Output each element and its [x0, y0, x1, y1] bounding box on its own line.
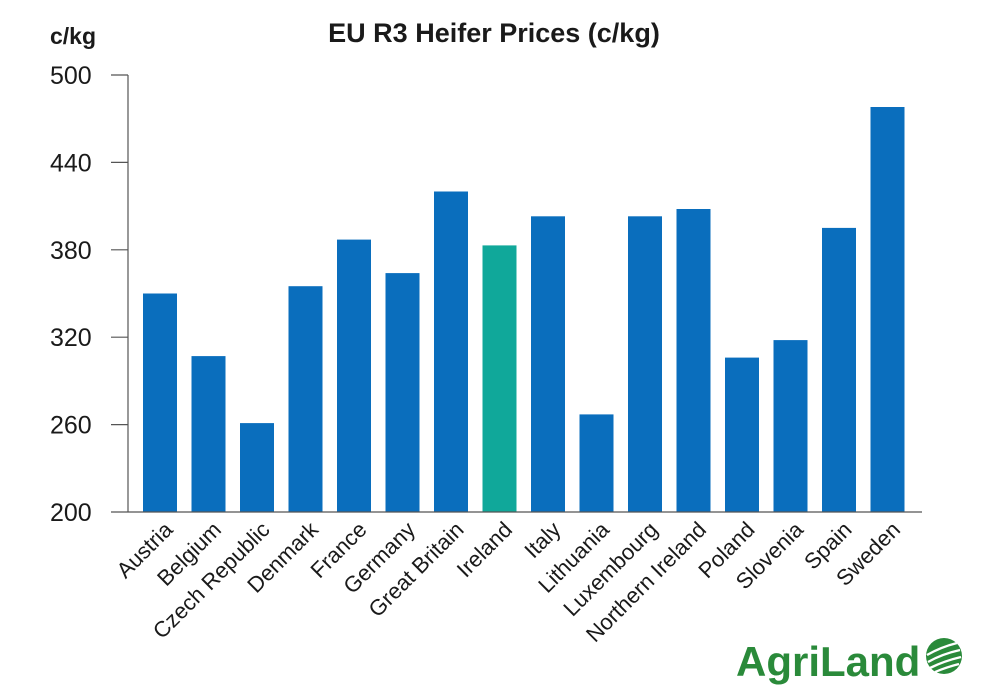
bar-lithuania	[579, 414, 614, 512]
bar-italy	[531, 216, 565, 513]
bar-france	[337, 239, 371, 512]
y-tick-label: 260	[50, 412, 92, 440]
bar-germany	[385, 273, 420, 512]
bar-ireland	[482, 245, 517, 512]
bar-belgium	[191, 356, 226, 512]
y-tick-label: 380	[50, 237, 92, 265]
y-tick-label: 500	[50, 62, 92, 90]
bar-spain	[822, 227, 856, 512]
chart-title: EU R3 Heifer Prices (c/kg)	[328, 18, 660, 48]
bar-poland	[725, 357, 759, 512]
y-tick-label: 320	[50, 324, 92, 352]
x-tick-label: Ireland	[452, 517, 517, 582]
bar-sweden	[870, 107, 905, 512]
agriland-logo: AgriLand	[736, 638, 962, 685]
bar-czech-republic	[240, 423, 274, 512]
globe-leaf-icon	[926, 638, 962, 674]
bar-denmark	[288, 286, 323, 512]
bars-group	[143, 107, 905, 513]
bar-austria	[143, 293, 177, 512]
bar-great-britain	[434, 191, 468, 512]
logo-text: AgriLand	[736, 638, 920, 685]
y-axis-unit-label: c/kg	[50, 23, 96, 49]
bar-northern-ireland	[676, 209, 711, 512]
y-tick-label: 200	[50, 499, 92, 527]
y-tick-label: 440	[50, 149, 92, 177]
bar-luxembourg	[628, 216, 662, 513]
y-axis: 200 260 320 380 440 500	[50, 62, 129, 527]
bar-slovenia	[773, 340, 808, 512]
